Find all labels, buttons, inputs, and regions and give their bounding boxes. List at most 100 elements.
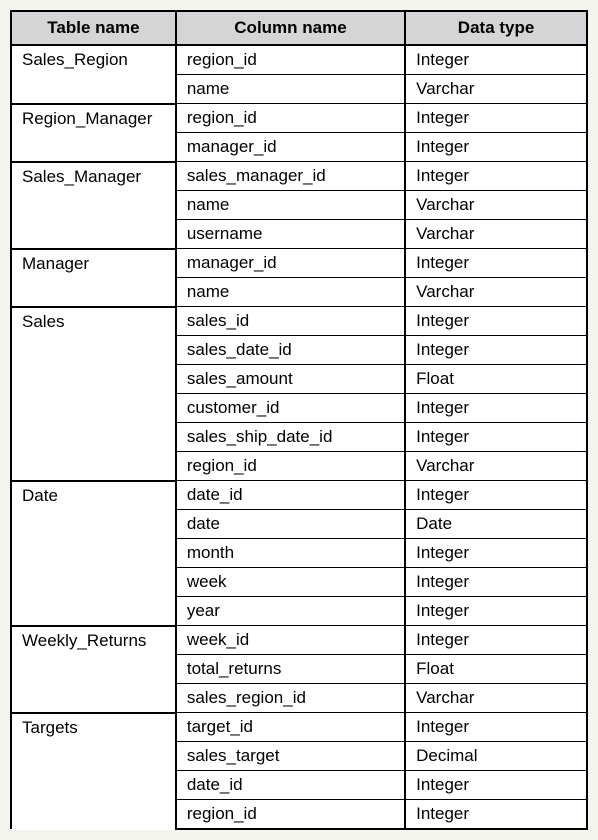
table-row: Sales_Managersales_manager_idInteger: [11, 162, 587, 191]
cell-table-name: [11, 394, 176, 423]
cell-column-name: region_id: [176, 45, 405, 75]
header-data-type: Data type: [405, 11, 587, 45]
cell-table-name: [11, 684, 176, 713]
cell-data-type: Varchar: [405, 452, 587, 481]
cell-data-type: Varchar: [405, 684, 587, 713]
cell-table-name: [11, 800, 176, 830]
cell-column-name: month: [176, 539, 405, 568]
cell-column-name: sales_date_id: [176, 336, 405, 365]
table-row: sales_date_idInteger: [11, 336, 587, 365]
cell-column-name: manager_id: [176, 249, 405, 278]
cell-table-name: [11, 771, 176, 800]
cell-column-name: manager_id: [176, 133, 405, 162]
cell-data-type: Float: [405, 655, 587, 684]
header-row: Table name Column name Data type: [11, 11, 587, 45]
table-row: nameVarchar: [11, 278, 587, 307]
cell-table-name: [11, 220, 176, 249]
table-row: sales_ship_date_idInteger: [11, 423, 587, 452]
cell-data-type: Integer: [405, 336, 587, 365]
table-row: region_idInteger: [11, 800, 587, 830]
cell-table-name: [11, 133, 176, 162]
cell-data-type: Decimal: [405, 742, 587, 771]
cell-column-name: name: [176, 278, 405, 307]
cell-data-type: Integer: [405, 307, 587, 336]
cell-data-type: Integer: [405, 539, 587, 568]
cell-table-name: Sales_Manager: [11, 162, 176, 191]
cell-data-type: Integer: [405, 394, 587, 423]
table-row: Managermanager_idInteger: [11, 249, 587, 278]
schema-body: Sales_Regionregion_idInteger nameVarchar…: [11, 45, 587, 829]
cell-column-name: date_id: [176, 771, 405, 800]
table-row: yearInteger: [11, 597, 587, 626]
cell-column-name: target_id: [176, 713, 405, 742]
cell-data-type: Integer: [405, 568, 587, 597]
table-row: dateDate: [11, 510, 587, 539]
cell-column-name: week: [176, 568, 405, 597]
cell-data-type: Varchar: [405, 220, 587, 249]
header-table-name: Table name: [11, 11, 176, 45]
cell-data-type: Integer: [405, 713, 587, 742]
cell-table-name: Sales: [11, 307, 176, 336]
schema-table: Table name Column name Data type Sales_R…: [10, 10, 588, 830]
cell-table-name: [11, 365, 176, 394]
cell-data-type: Integer: [405, 597, 587, 626]
table-row: customer_idInteger: [11, 394, 587, 423]
cell-table-name: [11, 742, 176, 771]
cell-table-name: [11, 452, 176, 481]
cell-column-name: name: [176, 75, 405, 104]
cell-column-name: sales_amount: [176, 365, 405, 394]
header-column-name: Column name: [176, 11, 405, 45]
table-row: Datedate_idInteger: [11, 481, 587, 510]
table-row: region_idVarchar: [11, 452, 587, 481]
cell-data-type: Integer: [405, 249, 587, 278]
cell-table-name: [11, 278, 176, 307]
cell-data-type: Varchar: [405, 75, 587, 104]
cell-data-type: Integer: [405, 423, 587, 452]
cell-column-name: region_id: [176, 104, 405, 133]
table-row: date_idInteger: [11, 771, 587, 800]
cell-table-name: Region_Manager: [11, 104, 176, 133]
cell-table-name: [11, 75, 176, 104]
cell-data-type: Varchar: [405, 278, 587, 307]
cell-table-name: Manager: [11, 249, 176, 278]
cell-column-name: week_id: [176, 626, 405, 655]
cell-column-name: sales_target: [176, 742, 405, 771]
cell-column-name: sales_id: [176, 307, 405, 336]
cell-column-name: region_id: [176, 800, 405, 830]
table-row: nameVarchar: [11, 191, 587, 220]
cell-data-type: Integer: [405, 45, 587, 75]
cell-table-name: [11, 336, 176, 365]
cell-table-name: [11, 655, 176, 684]
table-row: Weekly_Returnsweek_idInteger: [11, 626, 587, 655]
table-row: monthInteger: [11, 539, 587, 568]
cell-data-type: Integer: [405, 481, 587, 510]
cell-data-type: Integer: [405, 162, 587, 191]
cell-table-name: Weekly_Returns: [11, 626, 176, 655]
table-row: weekInteger: [11, 568, 587, 597]
table-row: sales_region_idVarchar: [11, 684, 587, 713]
cell-data-type: Integer: [405, 771, 587, 800]
cell-table-name: [11, 191, 176, 220]
cell-column-name: sales_ship_date_id: [176, 423, 405, 452]
cell-data-type: Float: [405, 365, 587, 394]
cell-table-name: Date: [11, 481, 176, 510]
cell-column-name: sales_region_id: [176, 684, 405, 713]
table-row: nameVarchar: [11, 75, 587, 104]
cell-data-type: Integer: [405, 626, 587, 655]
cell-table-name: Sales_Region: [11, 45, 176, 75]
table-row: sales_targetDecimal: [11, 742, 587, 771]
cell-column-name: date_id: [176, 481, 405, 510]
cell-data-type: Date: [405, 510, 587, 539]
cell-table-name: [11, 510, 176, 539]
table-row: manager_idInteger: [11, 133, 587, 162]
cell-column-name: year: [176, 597, 405, 626]
table-row: sales_amountFloat: [11, 365, 587, 394]
cell-table-name: Targets: [11, 713, 176, 742]
cell-table-name: [11, 568, 176, 597]
cell-data-type: Integer: [405, 133, 587, 162]
cell-column-name: name: [176, 191, 405, 220]
table-row: Targetstarget_idInteger: [11, 713, 587, 742]
cell-data-type: Integer: [405, 104, 587, 133]
cell-data-type: Integer: [405, 800, 587, 830]
cell-column-name: total_returns: [176, 655, 405, 684]
